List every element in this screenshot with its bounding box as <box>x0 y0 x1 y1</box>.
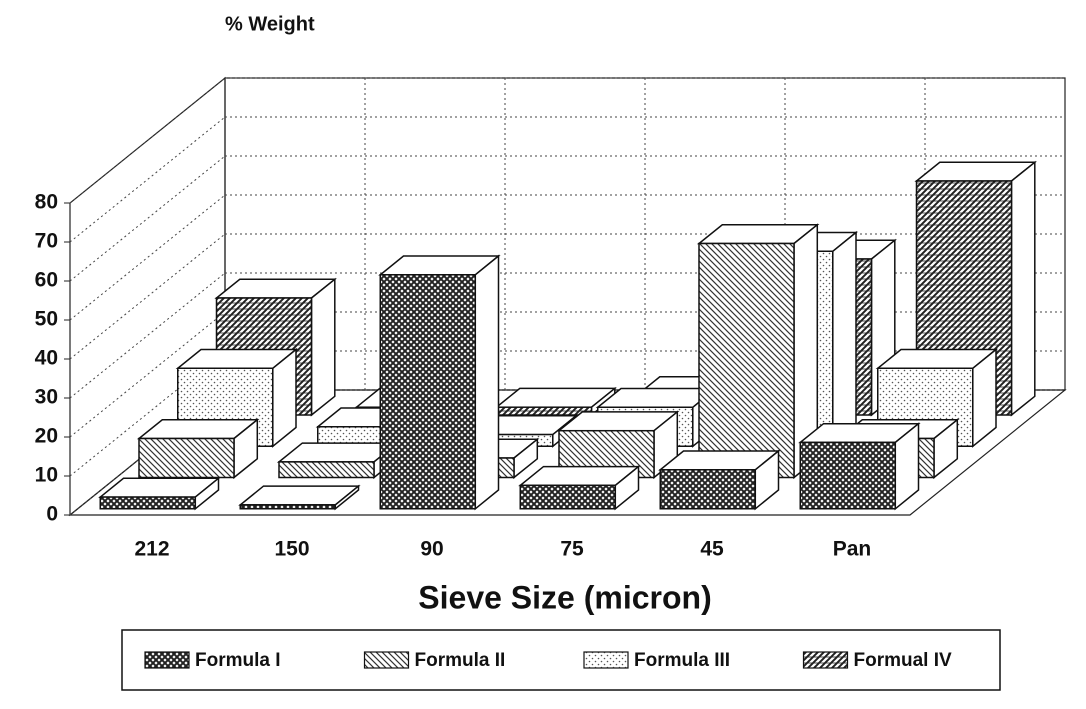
legend-swatch <box>583 651 629 669</box>
grid-line <box>69 155 226 282</box>
chart-title: % Weight <box>225 13 315 35</box>
legend-swatch <box>144 651 190 669</box>
y-tick-label: 40 <box>35 347 58 370</box>
y-tick-label: 70 <box>35 230 58 253</box>
bar <box>99 496 196 510</box>
bar <box>239 504 336 510</box>
y-tick-label: 80 <box>35 191 58 214</box>
x-tick-label: 90 <box>420 538 443 561</box>
bar-side <box>1010 160 1036 417</box>
bar <box>659 469 756 510</box>
x-tick-label: 45 <box>700 538 724 561</box>
bar <box>799 441 896 510</box>
y-tick-label: 50 <box>35 308 58 331</box>
legend-label: Formual IV <box>854 650 953 671</box>
grid-line <box>69 233 226 360</box>
legend-label: Formula III <box>634 650 730 671</box>
y-tick-label: 20 <box>35 425 58 448</box>
legend-swatch <box>802 651 849 669</box>
bar <box>278 461 375 479</box>
legend-swatch <box>363 651 410 669</box>
bar-side <box>474 254 500 511</box>
bar <box>379 274 476 510</box>
grid-line <box>69 311 226 438</box>
grid-line <box>69 77 226 204</box>
y-tick-label: 10 <box>35 464 58 487</box>
grid-line <box>69 272 226 399</box>
x-axis-label: Sieve Size (micron) <box>418 579 711 615</box>
x-tick-label: Pan <box>833 538 872 561</box>
bar <box>519 484 616 510</box>
grid-line <box>69 116 226 243</box>
bar <box>138 437 235 479</box>
y-tick-label: 0 <box>46 503 58 526</box>
grid-line <box>69 194 226 321</box>
y-tick-label: 60 <box>35 269 58 292</box>
bar <box>495 406 593 416</box>
legend-label: Formula I <box>195 650 281 671</box>
bar <box>698 242 795 479</box>
x-tick-label: 212 <box>134 538 169 561</box>
legend-box <box>121 629 1001 691</box>
x-tick-label: 75 <box>560 538 584 561</box>
legend-label: Formula II <box>415 650 506 671</box>
bar-side <box>832 230 857 448</box>
x-tick-label: 150 <box>274 538 309 561</box>
bar-side <box>310 277 336 417</box>
y-tick-label: 30 <box>35 386 58 409</box>
